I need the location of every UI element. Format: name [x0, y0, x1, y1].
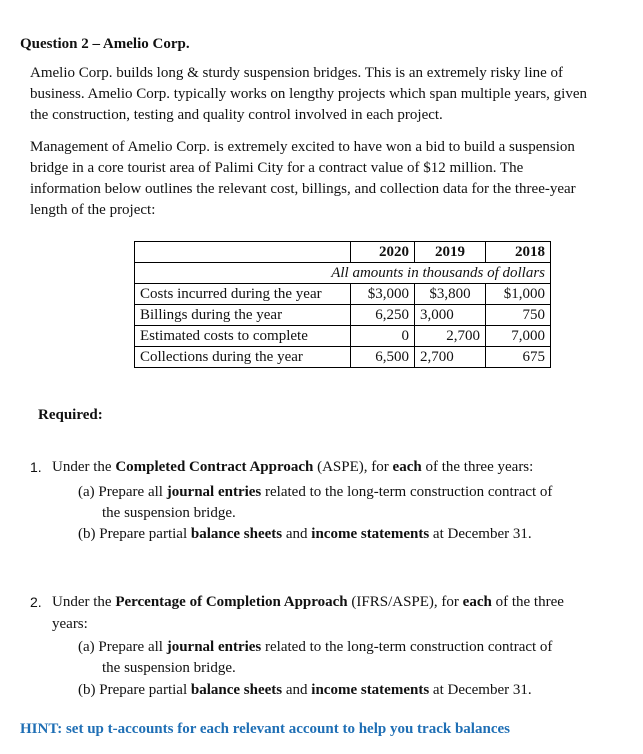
q2-line-cont: years:	[52, 616, 88, 632]
context-line: length of the project:	[30, 202, 156, 218]
q2-part-a-cont: the suspension bridge.	[102, 660, 236, 676]
hint-text: HINT: set up t-accounts for each relevan…	[20, 721, 510, 737]
cell-value: 2,700	[414, 325, 486, 347]
table-row: Billings during the year 6,250 3,000 750	[134, 304, 551, 326]
required-label: Required:	[38, 407, 103, 423]
table-note: All amounts in thousands of dollars	[134, 262, 551, 284]
q1-part-a: (a) Prepare all journal entries related …	[78, 484, 553, 500]
q1-part-a-cont: the suspension bridge.	[102, 505, 236, 521]
cell-value: 6,250	[350, 304, 415, 326]
cell-value: $1,000	[485, 283, 551, 305]
row-label: Costs incurred during the year	[134, 283, 351, 305]
context-line: Management of Amelio Corp. is extremely …	[30, 139, 575, 155]
cell-value: 675	[485, 346, 551, 368]
cell-value: 6,500	[350, 346, 415, 368]
table-row: Costs incurred during the year $3,000 $3…	[134, 283, 551, 305]
project-data-table: 2020 2019 2018 All amounts in thousands …	[134, 241, 551, 368]
year-header: 2019	[414, 241, 486, 263]
table-row: Collections during the year 6,500 2,700 …	[134, 346, 551, 368]
list-number: 1.	[30, 459, 42, 475]
empty-header-cell	[134, 241, 351, 263]
row-label: Collections during the year	[134, 346, 351, 368]
year-header: 2020	[350, 241, 415, 263]
row-label: Estimated costs to complete	[134, 325, 351, 347]
q2-part-b: (b) Prepare partial balance sheets and i…	[78, 682, 532, 698]
cell-value: $3,800	[414, 283, 486, 305]
intro-line: Amelio Corp. builds long & sturdy suspen…	[30, 65, 564, 81]
list-number: 2.	[30, 594, 42, 610]
context-line: bridge in a core tourist area of Palimi …	[30, 160, 524, 176]
cell-value: $3,000	[350, 283, 415, 305]
question-title: Question 2 – Amelio Corp.	[20, 36, 190, 52]
row-label: Billings during the year	[134, 304, 351, 326]
cell-value: 750	[485, 304, 551, 326]
q2-part-a: (a) Prepare all journal entries related …	[78, 639, 553, 655]
year-header: 2018	[485, 241, 551, 263]
context-line: information below outlines the relevant …	[30, 181, 576, 197]
table-header-row: 2020 2019 2018	[134, 241, 551, 263]
intro-line: the construction, testing and quality co…	[30, 107, 443, 123]
intro-line: business. Amelio Corp. typically works o…	[30, 86, 587, 102]
table-note-row: All amounts in thousands of dollars	[134, 262, 551, 284]
cell-value: 0	[350, 325, 415, 347]
table-row: Estimated costs to complete 0 2,700 7,00…	[134, 325, 551, 347]
cell-value: 7,000	[485, 325, 551, 347]
cell-value: 2,700	[414, 346, 486, 368]
q2-line: Under the Percentage of Completion Appro…	[52, 594, 564, 610]
q1-line: Under the Completed Contract Approach (A…	[52, 459, 534, 475]
cell-value: 3,000	[414, 304, 486, 326]
q1-part-b: (b) Prepare partial balance sheets and i…	[78, 526, 532, 542]
